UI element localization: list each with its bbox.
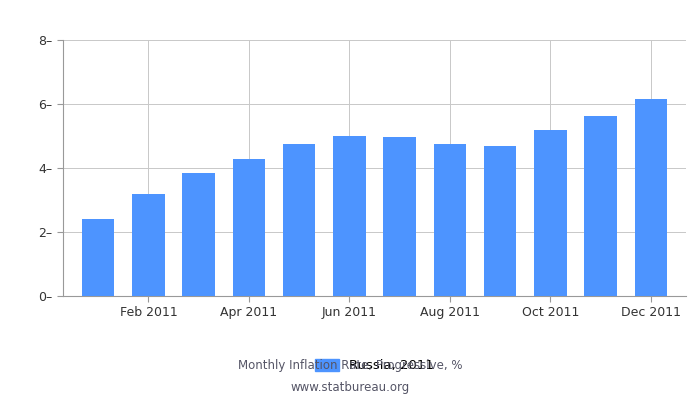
Bar (384, 137, 416, 296)
Bar (484, 146, 517, 296)
Bar (584, 116, 617, 296)
Legend: Russia, 2011: Russia, 2011 (315, 359, 434, 372)
Bar (534, 130, 567, 296)
Text: www.statbureau.org: www.statbureau.org (290, 382, 410, 394)
Bar (634, 99, 667, 296)
Bar (433, 144, 466, 296)
Bar (333, 136, 365, 296)
Bar (132, 194, 164, 296)
Bar (283, 144, 316, 296)
Text: Monthly Inflation Rate, Progressive, %: Monthly Inflation Rate, Progressive, % (238, 360, 462, 372)
Bar (232, 159, 265, 296)
Bar (82, 219, 115, 296)
Bar (182, 173, 215, 296)
